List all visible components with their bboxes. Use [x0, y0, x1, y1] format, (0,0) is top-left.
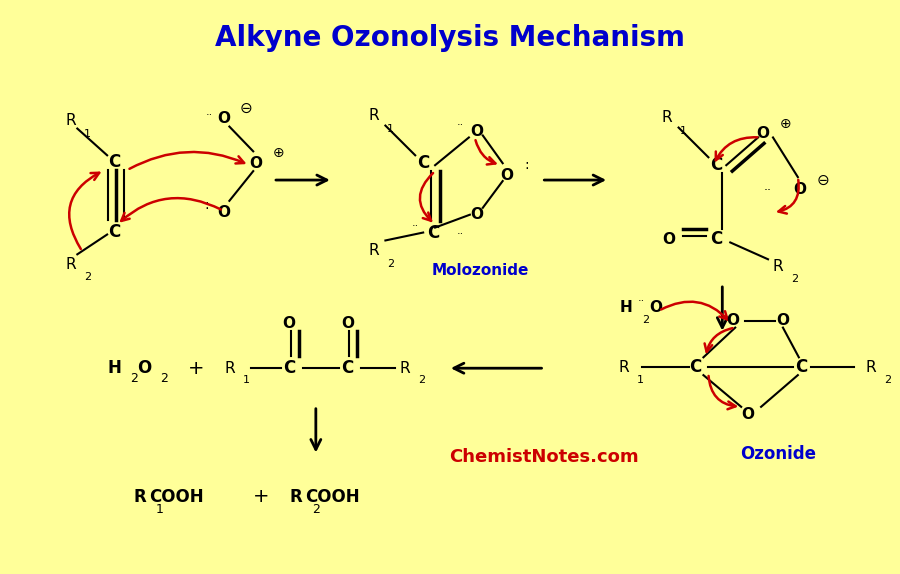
- Text: 2: 2: [84, 272, 91, 282]
- Text: C: C: [108, 223, 121, 241]
- Text: C: C: [710, 231, 723, 249]
- Text: COOH: COOH: [305, 488, 360, 506]
- Text: ..: ..: [456, 226, 464, 235]
- Text: ..: ..: [456, 117, 464, 127]
- Text: ChemistNotes.com: ChemistNotes.com: [450, 448, 639, 466]
- Text: ..: ..: [411, 218, 418, 228]
- Text: O: O: [217, 205, 230, 220]
- Text: :: :: [204, 198, 209, 212]
- Text: R: R: [65, 257, 76, 272]
- Text: C: C: [108, 153, 121, 171]
- Text: O: O: [742, 407, 754, 422]
- Text: R: R: [133, 488, 147, 506]
- Text: O: O: [137, 359, 151, 377]
- Text: O: O: [777, 313, 789, 328]
- Text: Molozonide: Molozonide: [431, 263, 528, 278]
- Text: ..: ..: [638, 293, 645, 303]
- Text: C: C: [427, 223, 439, 242]
- Text: 1: 1: [680, 126, 687, 135]
- Text: 1: 1: [243, 375, 250, 385]
- Text: O: O: [341, 316, 354, 331]
- Text: O: O: [471, 207, 483, 222]
- Text: ⊖: ⊖: [240, 101, 253, 117]
- Text: C: C: [795, 358, 807, 376]
- Text: 1: 1: [637, 375, 644, 385]
- Text: +: +: [253, 487, 269, 506]
- Text: 2: 2: [160, 371, 167, 385]
- Text: ⊕: ⊕: [780, 117, 792, 131]
- Text: R: R: [368, 243, 379, 258]
- Text: 2: 2: [387, 259, 394, 269]
- Text: O: O: [471, 124, 483, 139]
- Text: :: :: [524, 158, 529, 172]
- Text: C: C: [710, 156, 723, 174]
- Text: COOH: COOH: [149, 488, 204, 506]
- Text: C: C: [341, 359, 354, 377]
- Text: O: O: [793, 183, 806, 197]
- Text: 1: 1: [387, 123, 394, 134]
- Text: R: R: [368, 108, 379, 123]
- Text: C: C: [689, 358, 702, 376]
- Text: R: R: [773, 259, 783, 274]
- Text: O: O: [283, 316, 295, 331]
- Text: H: H: [107, 359, 121, 377]
- Text: ⊕: ⊕: [274, 146, 285, 160]
- Text: O: O: [249, 156, 263, 170]
- Text: O: O: [500, 168, 513, 183]
- Text: 2: 2: [791, 274, 798, 284]
- Text: 2: 2: [130, 371, 138, 385]
- Text: O: O: [649, 300, 662, 315]
- Text: ⊖: ⊖: [816, 173, 829, 188]
- Text: O: O: [662, 232, 675, 247]
- Text: ..: ..: [764, 180, 772, 193]
- Text: R: R: [865, 360, 876, 375]
- Text: +: +: [188, 359, 205, 378]
- Text: R: R: [224, 360, 235, 376]
- Text: ..: ..: [206, 107, 213, 117]
- Text: R: R: [400, 360, 410, 376]
- Text: H: H: [619, 300, 633, 315]
- Text: O: O: [217, 111, 230, 126]
- Text: 1: 1: [156, 503, 164, 517]
- Text: C: C: [417, 154, 429, 172]
- Text: R: R: [618, 360, 629, 375]
- Text: 2: 2: [643, 315, 649, 325]
- Text: 2: 2: [884, 375, 891, 385]
- Text: R: R: [290, 488, 302, 506]
- Text: O: O: [757, 126, 770, 141]
- Text: R: R: [65, 113, 76, 128]
- Text: C: C: [283, 359, 295, 377]
- Text: O: O: [726, 313, 740, 328]
- Text: R: R: [662, 110, 672, 125]
- Text: 2: 2: [312, 503, 319, 517]
- Text: 2: 2: [418, 375, 426, 385]
- Text: 1: 1: [84, 129, 91, 138]
- Text: Alkyne Ozonolysis Mechanism: Alkyne Ozonolysis Mechanism: [215, 25, 685, 52]
- Text: Ozonide: Ozonide: [740, 445, 816, 463]
